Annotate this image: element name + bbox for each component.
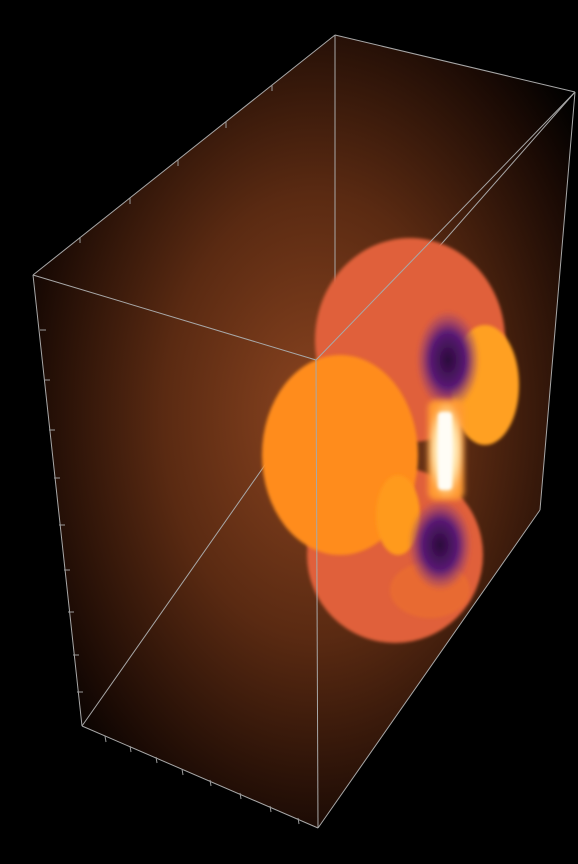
axis-ticks-top	[79, 85, 273, 243]
volume-blob	[262, 238, 519, 643]
box-front-edges	[32, 34, 576, 829]
axis-ticks-left	[40, 329, 83, 693]
axis-ticks-bottom	[104, 735, 300, 825]
